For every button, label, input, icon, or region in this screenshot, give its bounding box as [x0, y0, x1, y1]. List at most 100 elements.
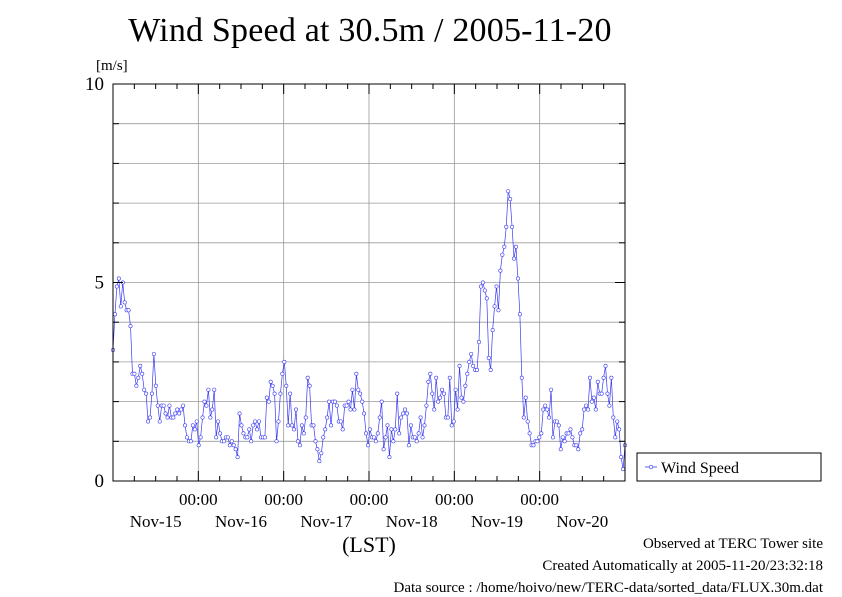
data-point	[264, 395, 269, 400]
data-point	[290, 423, 295, 428]
data-point	[599, 391, 604, 396]
data-point	[498, 268, 503, 273]
data-point	[297, 443, 302, 448]
data-point	[151, 351, 156, 356]
data-point	[194, 419, 199, 424]
data-point	[147, 415, 152, 420]
data-point	[515, 276, 520, 281]
data-point	[570, 435, 575, 440]
data-point	[391, 439, 396, 444]
data-point	[278, 391, 283, 396]
data-point	[161, 403, 166, 408]
data-point	[424, 403, 429, 408]
data-point	[307, 383, 312, 388]
data-point	[293, 407, 298, 412]
footer-source: Data source : /home/hoivo/new/TERC-data/…	[393, 580, 824, 596]
data-point	[334, 403, 339, 408]
data-point	[397, 431, 402, 436]
data-point	[249, 439, 254, 444]
data-point	[239, 423, 244, 428]
data-point	[580, 427, 585, 432]
data-point	[270, 383, 275, 388]
data-point	[292, 427, 297, 432]
y-tick-label: 5	[95, 273, 105, 294]
data-point	[619, 455, 624, 460]
y-axis-label: [m/s]	[96, 58, 128, 74]
data-point	[543, 403, 548, 408]
data-point	[204, 403, 209, 408]
data-point	[262, 435, 267, 440]
data-point	[251, 423, 256, 428]
data-point	[513, 244, 518, 249]
data-point	[525, 419, 530, 424]
data-point	[214, 435, 219, 440]
data-point	[613, 435, 618, 440]
x-day-label: Nov-16	[215, 512, 267, 531]
data-point	[323, 427, 328, 432]
legend-label-wind-speed: Wind Speed	[661, 460, 739, 477]
data-point	[430, 391, 435, 396]
data-point	[253, 419, 258, 424]
data-point	[138, 363, 143, 368]
data-point	[554, 419, 559, 424]
data-point	[329, 423, 334, 428]
x-day-label: Nov-20	[556, 512, 608, 531]
data-point	[545, 407, 550, 412]
data-point	[196, 443, 201, 448]
data-point	[611, 415, 616, 420]
data-point	[436, 399, 441, 404]
data-point	[517, 312, 522, 317]
data-point	[231, 443, 236, 448]
y-tick-label: 0	[95, 471, 105, 492]
data-point	[399, 415, 404, 420]
data-point	[484, 296, 489, 301]
data-point	[387, 455, 392, 460]
data-point	[426, 379, 431, 384]
data-point	[235, 455, 240, 460]
data-point	[441, 391, 446, 396]
data-point	[455, 407, 460, 412]
data-point	[163, 411, 168, 416]
data-point	[128, 324, 133, 329]
data-point	[367, 427, 372, 432]
grid-lines	[113, 84, 625, 481]
data-point	[558, 447, 563, 452]
data-point	[535, 439, 540, 444]
data-point	[173, 411, 178, 416]
legend-marker	[648, 464, 654, 470]
data-point	[280, 371, 285, 376]
chart-title: Wind Speed at 30.5m / 2005-11-20	[128, 12, 612, 49]
x-day-label: Nov-17	[300, 512, 352, 531]
data-point	[288, 391, 293, 396]
data-point	[609, 375, 614, 380]
data-point	[255, 427, 260, 432]
data-point	[593, 407, 598, 412]
data-point	[332, 399, 337, 404]
x-axis-label: (LST)	[342, 532, 396, 557]
data-point	[268, 379, 273, 384]
data-point	[155, 403, 160, 408]
data-point	[360, 399, 365, 404]
data-point	[379, 399, 384, 404]
data-point	[153, 383, 158, 388]
data-point	[299, 423, 304, 428]
data-point	[184, 435, 189, 440]
data-point	[208, 415, 213, 420]
data-point	[459, 395, 464, 400]
data-point	[188, 439, 193, 444]
data-point	[607, 403, 612, 408]
data-point	[340, 427, 345, 432]
data-point	[198, 435, 203, 440]
data-point	[221, 439, 226, 444]
data-point	[587, 375, 592, 380]
data-point	[428, 371, 433, 376]
data-point	[183, 423, 188, 428]
y-tick-label: 10	[85, 74, 104, 95]
data-point	[181, 403, 186, 408]
data-point	[385, 423, 390, 428]
data-point	[418, 415, 423, 420]
data-point	[134, 383, 139, 388]
data-point	[541, 407, 546, 412]
data-point	[200, 415, 205, 420]
data-point	[574, 443, 579, 448]
